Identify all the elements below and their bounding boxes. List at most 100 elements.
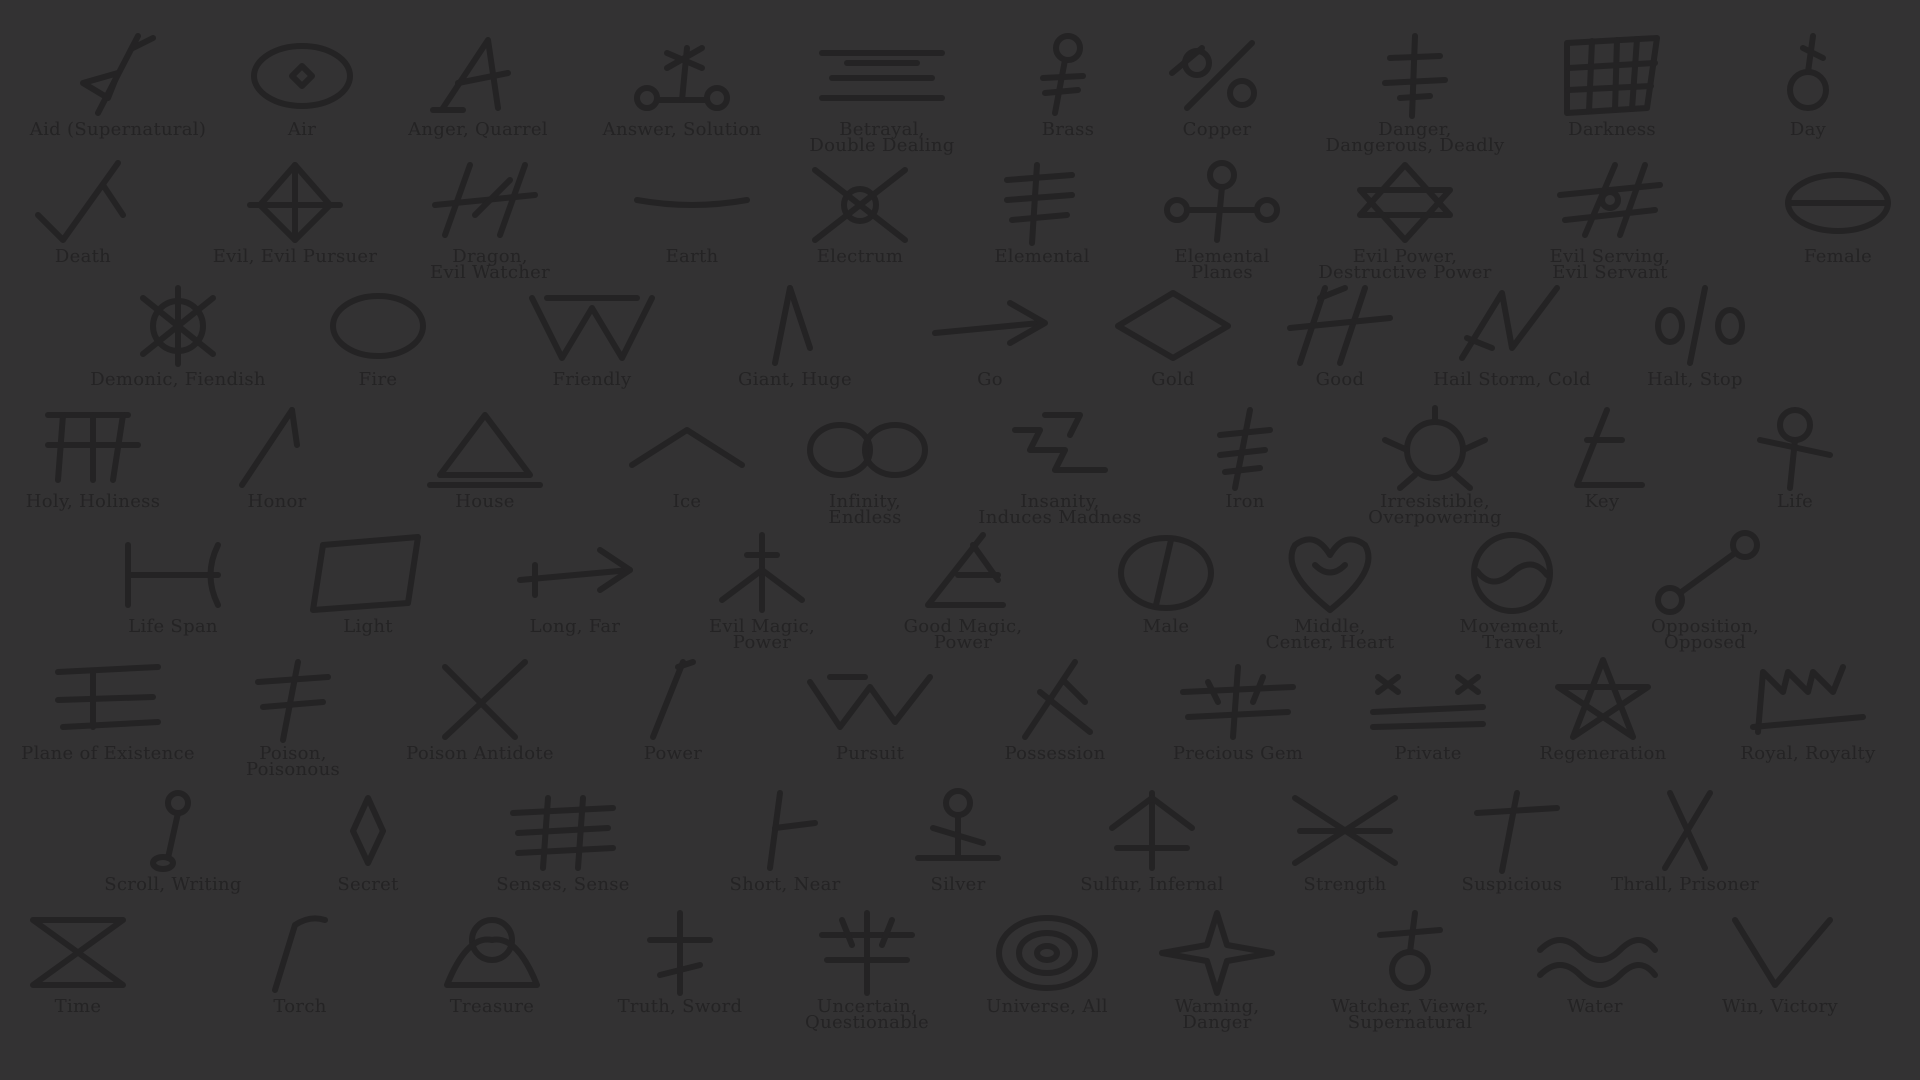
glyph-label: Honor	[247, 491, 307, 512]
glyph-label: Movement, Travel	[1459, 616, 1565, 653]
good-rune-icon	[1287, 285, 1393, 366]
glyph-cell: Giant, Huge	[685, 278, 905, 389]
glyph-label: Brass	[1041, 119, 1095, 140]
evil-power-rune-icon	[1357, 162, 1453, 243]
glyph-cell: Universe, All	[937, 905, 1157, 1016]
glyph-label: Elemental	[994, 246, 1090, 267]
glyph-label: Electrum	[816, 246, 904, 267]
pursuit-rune-icon	[807, 674, 933, 730]
glyph-label: Plane of Existence	[21, 743, 195, 764]
glyph-cell: Evil, Evil Pursuer	[185, 155, 405, 267]
glyph-cell: Scroll, Writing	[63, 783, 283, 894]
glyph-label: Elemental Planes	[1174, 246, 1270, 283]
glyph-label: Poison, Poisonous	[245, 743, 340, 780]
electrum-rune-icon	[812, 167, 908, 243]
glyph-label: Life Span	[128, 616, 218, 637]
glyph-label: Key	[1584, 491, 1620, 512]
warning-rune-icon	[1159, 910, 1275, 996]
glyph-cell: Life	[1685, 400, 1905, 512]
holy-rune-icon	[45, 412, 141, 483]
glyph-label: Watcher, Viewer, Supernatural	[1331, 996, 1489, 1033]
glyph-cell: Insanity, Induces Madness	[950, 400, 1170, 528]
brass-rune-icon	[1040, 33, 1086, 116]
glyph-cell: Suspicious	[1402, 783, 1622, 894]
water-rune-icon	[1537, 937, 1658, 988]
glyph-cell: Hail Storm, Cold	[1402, 278, 1622, 389]
glyph-cell: Go	[880, 278, 1100, 389]
sulfur-rune-icon	[1109, 790, 1195, 871]
regeneration-rune-icon	[1555, 657, 1651, 740]
glyph-cell: Opposition, Opposed	[1595, 525, 1815, 653]
glyph-cell: Honor	[167, 400, 387, 512]
glyph-cell: Friendly	[482, 278, 702, 389]
glyph-label: Short, Near	[729, 874, 841, 895]
copper-rune-icon	[1169, 40, 1257, 111]
honor-rune-icon	[239, 407, 300, 488]
glyph-cell: Power	[563, 652, 783, 763]
glyph-label: Senses, Sense	[496, 874, 630, 895]
glyph-label: Win, Victory	[1722, 996, 1838, 1017]
glyph-label: Evil, Evil Pursuer	[212, 246, 378, 267]
long-far-rune-icon	[517, 547, 633, 598]
irresistible-rune-icon	[1382, 405, 1488, 491]
glyph-cell: Light	[258, 525, 478, 636]
earth-rune-icon	[634, 197, 750, 208]
glyph-cell: Regeneration	[1493, 652, 1713, 763]
senses-rune-icon	[510, 795, 616, 871]
glyph-cell: Good	[1230, 278, 1450, 390]
glyph-cell: Electrum	[750, 155, 970, 267]
glyph-label: Sulfur, Infernal	[1080, 874, 1224, 895]
poison-rune-icon	[255, 659, 331, 743]
good-magic-rune-icon	[925, 532, 1006, 608]
glyph-cell: Key	[1492, 400, 1712, 512]
secret-rune-icon	[350, 795, 386, 866]
glyph-label: Evil Magic, Power	[708, 616, 816, 653]
glyph-label: Infinity, Endless	[828, 491, 902, 528]
glyph-label: Answer, Solution	[602, 119, 762, 140]
glyph-label: Truth, Sword	[617, 996, 743, 1017]
glyph-cell: Death	[0, 155, 193, 266]
key-rune-icon	[1574, 407, 1645, 488]
glyph-cell: Brass	[958, 28, 1178, 140]
glyph-label: Earth	[665, 246, 719, 267]
glyph-cell: Water	[1485, 905, 1705, 1016]
glyph-cell: Movement, Travel	[1402, 525, 1622, 653]
glyph-cell: Earth	[582, 155, 802, 267]
treasure-rune-icon	[444, 917, 540, 988]
victory-rune-icon	[1732, 917, 1833, 988]
glyph-cell: Danger, Dangerous, Deadly	[1305, 28, 1525, 155]
glyph-label: Life	[1776, 491, 1814, 512]
evil-magic-rune-icon	[719, 532, 805, 613]
glyph-cell: Poison, Poisonous	[183, 652, 403, 780]
glyph-label: Time	[54, 996, 102, 1017]
glyph-cell: Secret	[258, 783, 478, 894]
glyph-label: Ice	[672, 491, 702, 512]
glyph-cell: Elemental Planes	[1112, 155, 1332, 283]
elemental-rune-icon	[1004, 162, 1075, 246]
glyph-label: Copper	[1182, 119, 1252, 140]
glyph-cell: Pursuit	[760, 652, 980, 763]
glyph-cell: Senses, Sense	[453, 783, 673, 895]
glyph-label: Halt, Stop	[1647, 369, 1743, 390]
glyph-label: Warning, Danger	[1174, 996, 1260, 1033]
glyph-label: Good	[1315, 369, 1365, 390]
glyph-label: Insanity, Induces Madness	[978, 491, 1142, 528]
glyph-label: Air	[287, 119, 317, 140]
female-rune-icon	[1785, 172, 1891, 234]
glyph-cell: Strength	[1235, 783, 1455, 894]
glyph-label: Private	[1394, 743, 1462, 764]
light-rune-icon	[310, 534, 421, 613]
life-rune-icon	[1757, 407, 1833, 491]
possession-rune-icon	[1022, 659, 1093, 740]
short-near-rune-icon	[767, 790, 818, 871]
glyph-cell: Day	[1698, 28, 1918, 139]
movement-rune-icon	[1471, 532, 1553, 614]
anger-quarrel-rune-icon	[430, 37, 511, 113]
glyph-label: Opposition, Opposed	[1650, 616, 1760, 653]
power-rune-icon	[650, 659, 696, 740]
glyph-cell: Short, Near	[675, 783, 895, 895]
glyph-cell: Private	[1318, 652, 1538, 764]
glyph-label: Possession	[1004, 743, 1106, 764]
glyph-cell: Evil Serving, Evil Servant	[1500, 155, 1720, 282]
glyph-label: Good Magic, Power	[903, 616, 1023, 653]
